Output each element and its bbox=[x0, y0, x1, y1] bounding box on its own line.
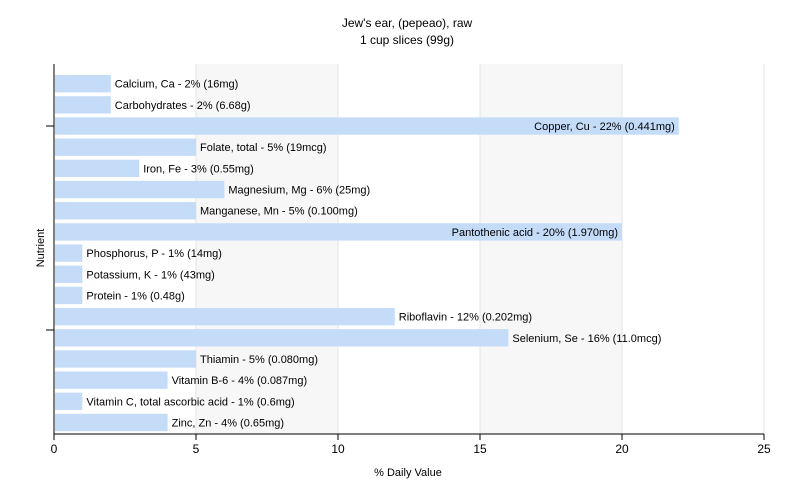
x-tick-label: 5 bbox=[193, 442, 200, 456]
bar-label: Pantothenic acid - 20% (1.970mg) bbox=[452, 227, 618, 239]
bar-label: Carbohydrates - 2% (6.68g) bbox=[115, 100, 251, 112]
bar bbox=[55, 350, 196, 368]
bars: Calcium, Ca - 2% (16mg) Carbohydrates - 2… bbox=[55, 75, 679, 432]
bar bbox=[55, 413, 168, 432]
bar bbox=[55, 117, 679, 135]
bar bbox=[55, 307, 395, 326]
bar-label: Calcium, Ca - 2% (16mg) bbox=[115, 79, 238, 91]
bar-label: Protein - 1% (0.48g) bbox=[86, 290, 184, 302]
chart-title: Jew's ear, (pepeao), raw bbox=[342, 16, 473, 30]
bar-label: Iron, Fe - 3% (0.55mg) bbox=[143, 163, 254, 175]
bar-label: Vitamin B-6 - 4% (0.087mg) bbox=[172, 375, 308, 387]
bar bbox=[55, 265, 83, 283]
x-tick-label: 0 bbox=[51, 442, 58, 456]
x-axis-title: % Daily Value bbox=[374, 467, 442, 479]
bar bbox=[55, 159, 140, 178]
bar bbox=[55, 75, 111, 93]
bar-label: Folate, total - 5% (19mcg) bbox=[200, 142, 327, 154]
x-tick-label: 15 bbox=[473, 442, 487, 456]
x-tick-label: 25 bbox=[757, 442, 771, 456]
bar bbox=[55, 286, 83, 305]
bar-label: Thiamin - 5% (0.080mg) bbox=[200, 354, 318, 366]
bar bbox=[55, 371, 168, 389]
bar bbox=[55, 392, 83, 411]
bar-label: Riboflavin - 12% (0.202mg) bbox=[399, 312, 532, 324]
bar bbox=[55, 138, 196, 156]
x-tick-label: 20 bbox=[615, 442, 629, 456]
bar-label: Copper, Cu - 22% (0.441mg) bbox=[534, 121, 675, 133]
bar bbox=[55, 329, 509, 347]
bar-label: Zinc, Zn - 4% (0.65mg) bbox=[172, 418, 284, 430]
y-axis-title: Nutrient bbox=[35, 229, 47, 268]
bar-label: Phosphorus, P - 1% (14mg) bbox=[86, 248, 222, 260]
chart-subtitle: 1 cup slices (99g) bbox=[360, 33, 454, 47]
bar bbox=[55, 223, 622, 241]
bar bbox=[55, 202, 196, 220]
x-tick-label: 10 bbox=[331, 442, 345, 456]
bar bbox=[55, 96, 111, 114]
bar-label: Potassium, K - 1% (43mg) bbox=[86, 269, 214, 281]
bar-label: Selenium, Se - 16% (11.0mcg) bbox=[512, 333, 661, 345]
bar bbox=[55, 180, 225, 199]
bar bbox=[55, 244, 83, 262]
bar-label: Manganese, Mn - 5% (0.100mg) bbox=[200, 206, 358, 218]
bar-label: Vitamin C, total ascorbic acid - 1% (0.6… bbox=[86, 396, 294, 408]
bar-label: Magnesium, Mg - 6% (25mg) bbox=[228, 185, 370, 197]
axes: 0 5 10 15 20 25 bbox=[46, 64, 771, 456]
